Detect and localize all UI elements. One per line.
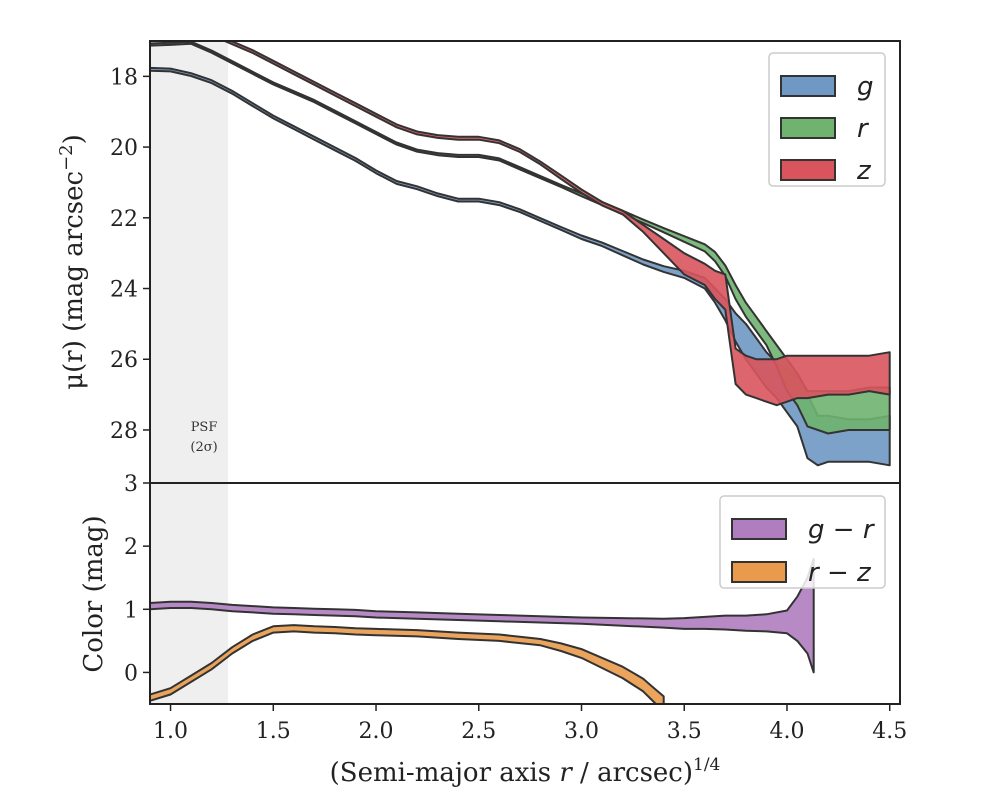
psf-band-color [150, 483, 229, 704]
sb-ytick-label: 26 [110, 348, 138, 373]
color-ytick-label: 2 [124, 535, 138, 560]
legend-swatch-g-band-profile [780, 75, 836, 97]
color-axis-title: Color (mag) [79, 515, 109, 672]
color-panel: 0 1 2 3 1.0 1.5 2.0 2.5 3.0 3.5 4.0 4.5 g − r r − z… [79, 472, 907, 788]
psf-band [150, 41, 229, 483]
xtick-label: 2.5 [461, 719, 496, 744]
sb-ytick-label: 22 [110, 207, 138, 232]
surface-brightness-axis-title: μ(r) (mag arcsec−2) [56, 134, 89, 390]
band-legend: grz [768, 52, 886, 187]
sb-ylabel-main: μ(r) (mag arcsec [59, 171, 89, 390]
xtick-label: 3.5 [667, 719, 702, 744]
legend-swatch-z-band-profile [780, 159, 836, 181]
xlabel-sup: 1/4 [693, 755, 720, 775]
sb-ytick-label: 18 [110, 65, 138, 90]
psf-sigma-label: (2σ) [190, 440, 217, 455]
xtick-label: 1.0 [153, 719, 188, 744]
legend-swatch-g-minus-r-color [731, 518, 787, 540]
legend-label-z-band-profile: z [856, 156, 872, 186]
sb-ytick-label: 20 [110, 136, 138, 161]
sb-ytick-label: 24 [110, 278, 138, 303]
xlabel-var: r [559, 758, 573, 788]
xtick-label: 4.0 [769, 719, 804, 744]
legend-label-g-minus-r-color: g − r [808, 515, 876, 545]
bottom-frame [149, 482, 901, 705]
xtick-label: 2.0 [359, 719, 394, 744]
xtick-label: 1.5 [256, 719, 291, 744]
color-ytick-label: 3 [124, 472, 138, 497]
color-ytick-label: 1 [124, 598, 138, 623]
legend-swatch-r-minus-z-color [731, 561, 787, 583]
sb-ylabel-sup: −2 [56, 144, 77, 171]
g-minus-r-color-band [150, 557, 815, 674]
x-axis-title: (Semi-major axis r / arcsec)1/4 [330, 755, 721, 788]
xtick-label: 4.5 [872, 719, 907, 744]
color-legend: g − r r − z [719, 495, 886, 589]
sb-ytick-label: 28 [110, 419, 138, 444]
surface-brightness-panel: 18 20 22 24 26 28 PSF (2σ) grz μ(r) (mag arcs… [56, 41, 891, 483]
legend-label-r-band-profile: r [857, 114, 870, 144]
z-band-profile-band [222, 41, 891, 407]
color-ytick-label: 0 [124, 661, 138, 686]
xlabel-pre: (Semi-major axis [330, 758, 560, 788]
sb-ylabel-close: ) [59, 134, 89, 144]
r-minus-z-color-band [150, 624, 665, 704]
legend-label-r-minus-z-color: r − z [808, 558, 872, 588]
xlabel-post: / arcsec) [572, 758, 693, 788]
psf-label: PSF [191, 420, 218, 435]
xtick-label: 3.0 [564, 719, 599, 744]
legend-swatch-r-band-profile [780, 117, 836, 139]
legend-label-g-band-profile: g [857, 72, 874, 102]
